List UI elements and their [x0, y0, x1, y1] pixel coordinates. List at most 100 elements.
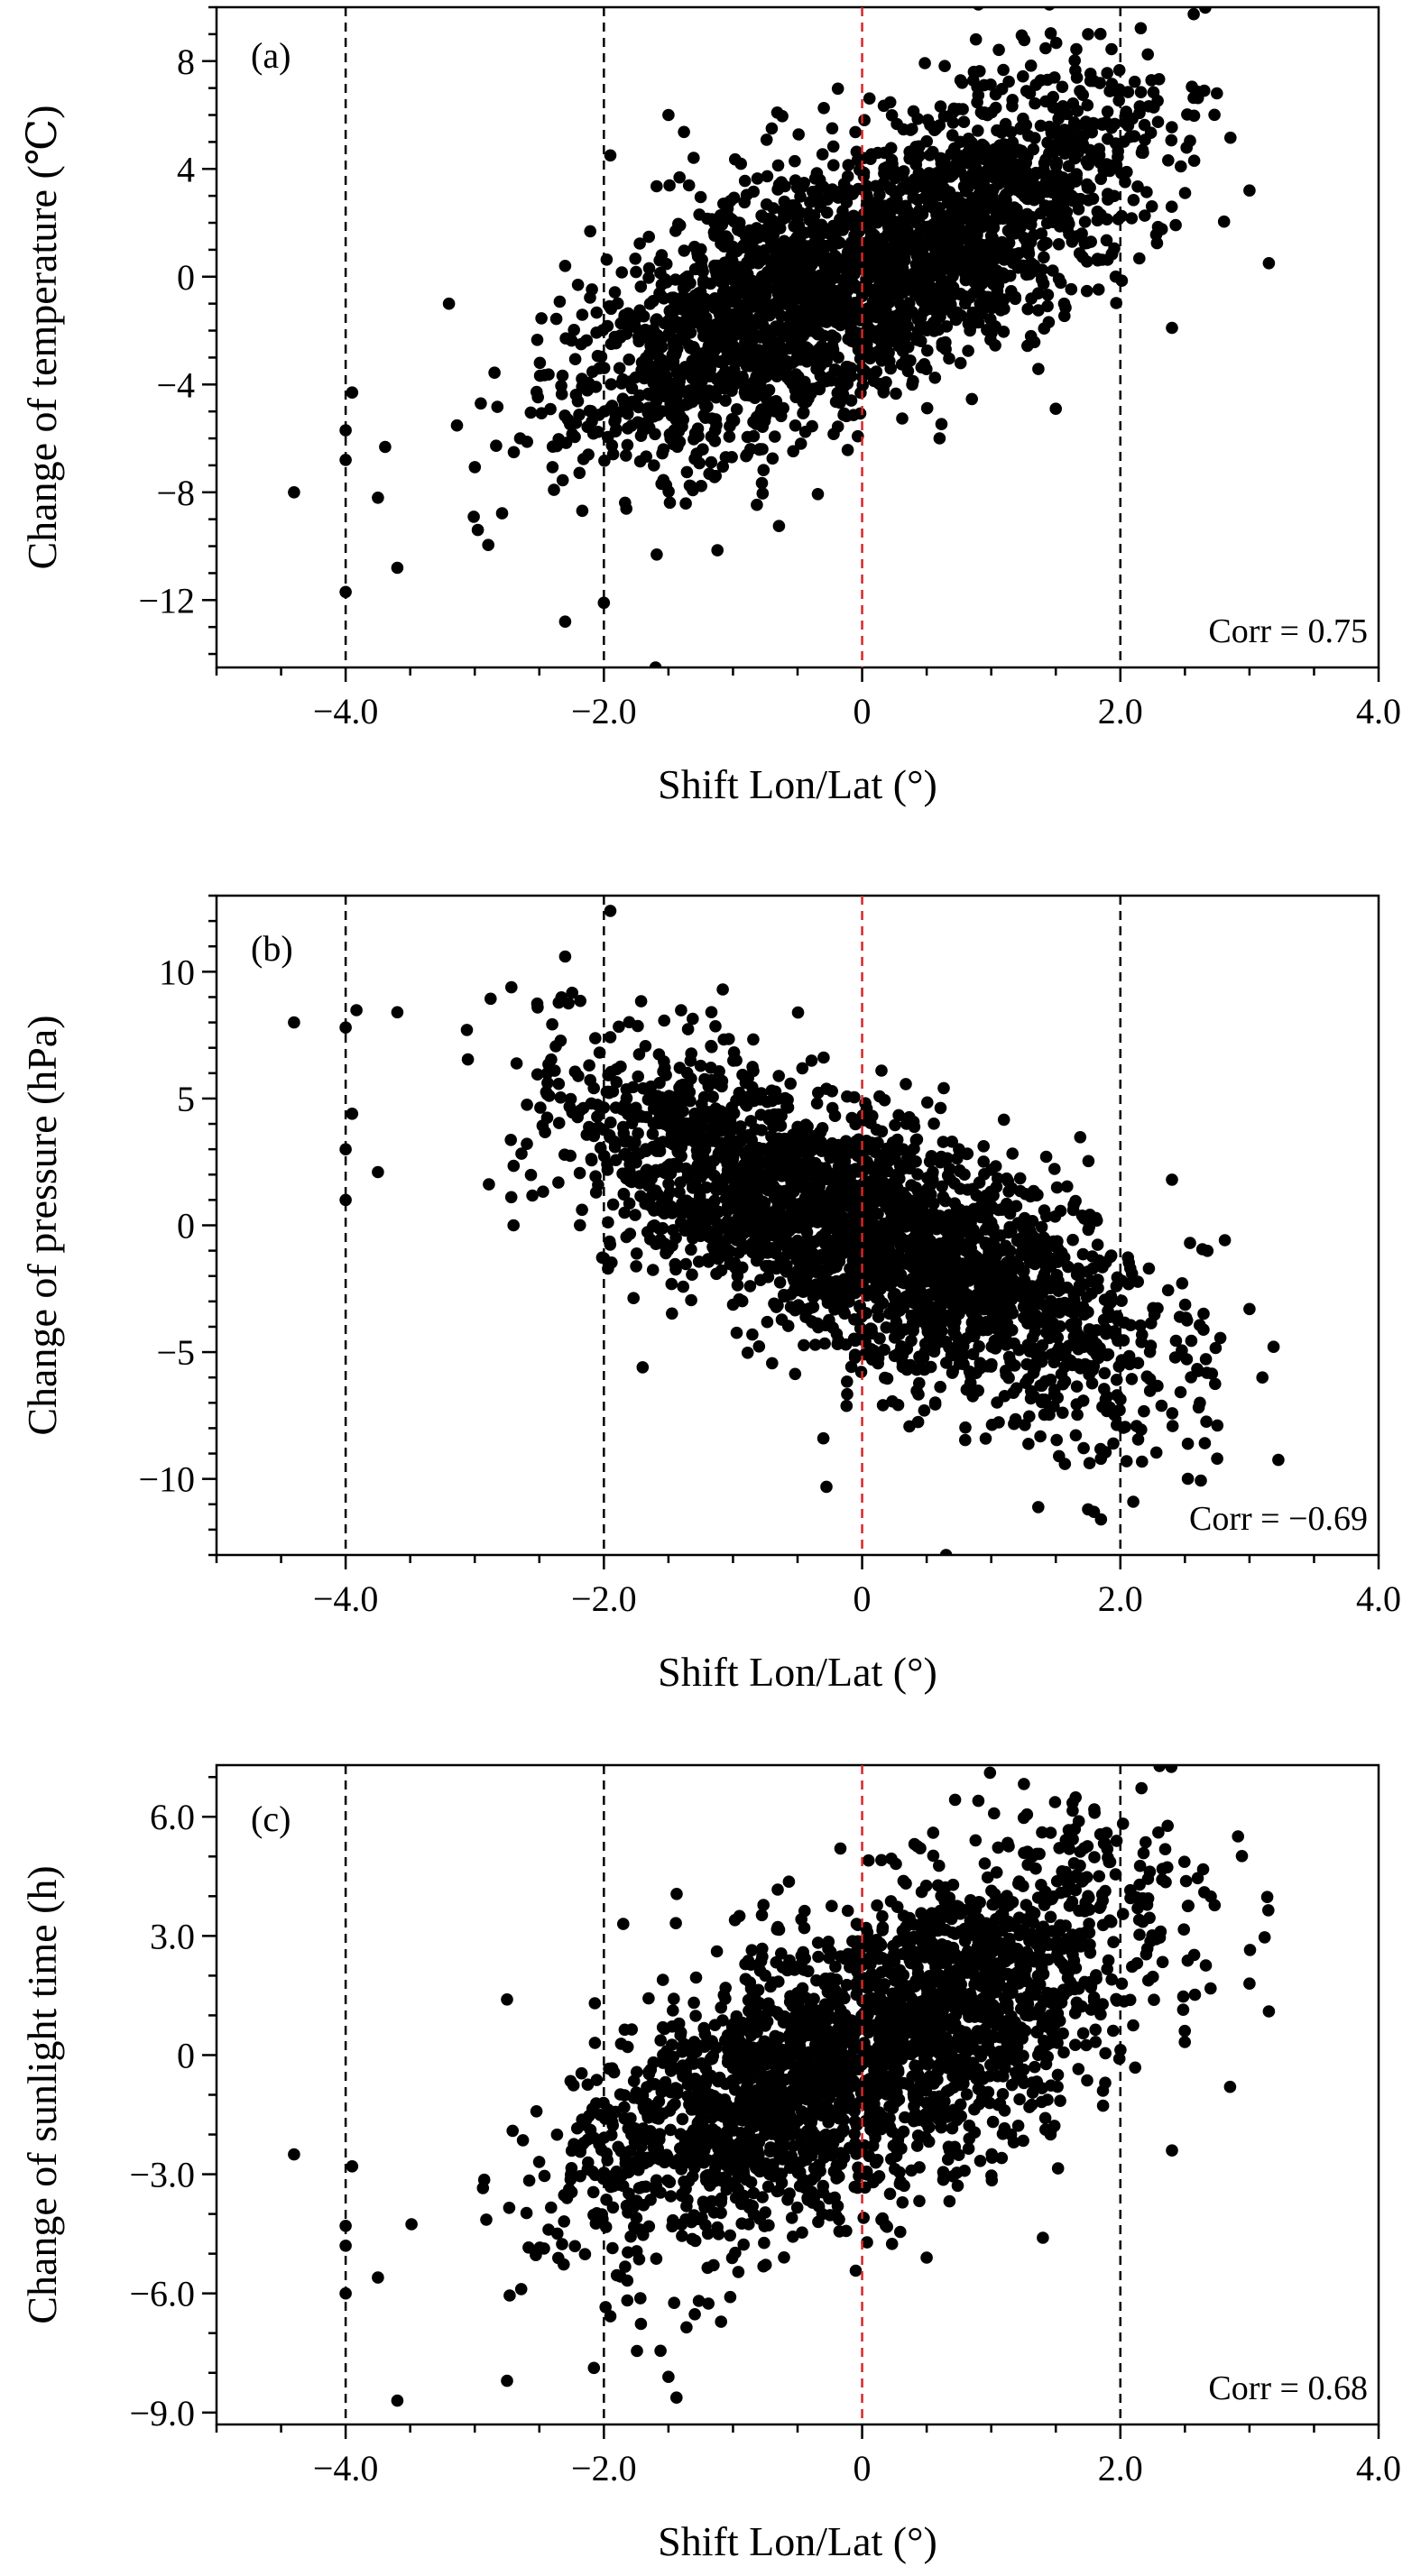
- data-point: [634, 995, 648, 1007]
- data-point: [761, 357, 775, 371]
- data-point: [1136, 1455, 1149, 1468]
- data-point: [829, 395, 843, 409]
- data-point: [640, 1164, 652, 1177]
- data-point: [692, 287, 706, 299]
- data-point: [566, 428, 579, 441]
- data-point: [662, 485, 675, 498]
- data-point: [925, 228, 938, 241]
- data-point: [684, 1054, 697, 1067]
- data-point: [1017, 1301, 1030, 1313]
- data-point: [820, 1172, 833, 1184]
- data-point: [613, 1020, 625, 1034]
- data-point: [935, 1150, 948, 1164]
- x-tick-label: 2.0: [1098, 691, 1143, 731]
- data-point: [898, 323, 910, 336]
- data-point: [697, 329, 710, 343]
- data-point: [920, 401, 934, 415]
- y-tick-label: −4: [156, 364, 195, 405]
- data-point: [789, 241, 801, 254]
- data-point: [992, 43, 1005, 57]
- data-point: [924, 252, 937, 265]
- data-point: [662, 391, 675, 404]
- data-point: [584, 225, 596, 238]
- data-point: [1049, 402, 1062, 416]
- data-point: [798, 426, 812, 438]
- data-point: [964, 210, 978, 224]
- data-point: [792, 289, 806, 302]
- data-point: [531, 391, 544, 404]
- data-point: [1035, 1220, 1048, 1234]
- data-point: [696, 1160, 708, 1173]
- data-point: [895, 1213, 909, 1227]
- data-point: [756, 270, 769, 283]
- data-point: [730, 1326, 743, 1339]
- data-point: [1065, 282, 1078, 296]
- data-point: [593, 409, 605, 421]
- data-point: [826, 1136, 839, 1150]
- data-point: [616, 1167, 629, 1180]
- data-point: [791, 1006, 805, 1019]
- data-point: [678, 244, 691, 257]
- data-point: [985, 327, 998, 339]
- data-point: [870, 310, 883, 324]
- data-point: [906, 123, 918, 135]
- data-point: [840, 360, 854, 373]
- data-point: [980, 1189, 992, 1202]
- data-point: [909, 1220, 922, 1233]
- data-point: [798, 1127, 811, 1141]
- data-point: [1165, 133, 1178, 147]
- data-point: [1091, 253, 1104, 267]
- data-point: [769, 347, 782, 361]
- data-point: [471, 523, 484, 537]
- data-point: [1127, 194, 1140, 207]
- data-point: [720, 230, 733, 243]
- data-point: [831, 82, 844, 96]
- data-point: [863, 92, 876, 105]
- data-point: [1108, 1408, 1121, 1421]
- data-point: [773, 222, 787, 235]
- data-point: [1092, 283, 1105, 296]
- data-point: [1070, 42, 1083, 56]
- data-point: [678, 271, 692, 285]
- data-point: [1072, 1328, 1084, 1341]
- data-point: [706, 412, 718, 425]
- data-point: [339, 424, 352, 437]
- data-point: [738, 355, 751, 369]
- data-point: [597, 1149, 611, 1163]
- data-point: [864, 198, 877, 212]
- data-point: [708, 229, 721, 242]
- data-point: [1058, 1375, 1072, 1388]
- data-point: [939, 302, 953, 316]
- data-point: [733, 1093, 745, 1106]
- data-point: [706, 1090, 719, 1103]
- data-point: [1122, 1277, 1135, 1291]
- data-point: [969, 32, 983, 46]
- data-point: [491, 400, 504, 413]
- data-point: [1181, 1472, 1195, 1486]
- data-point: [1072, 145, 1084, 159]
- data-point: [1051, 169, 1064, 181]
- data-point: [604, 378, 618, 391]
- data-point: [678, 125, 690, 139]
- data-point: [1013, 1172, 1027, 1185]
- data-point: [984, 191, 998, 204]
- data-point: [1151, 1302, 1164, 1315]
- data-point: [1224, 131, 1237, 144]
- data-point: [923, 149, 937, 161]
- data-point: [1009, 290, 1022, 304]
- data-point: [828, 364, 842, 377]
- data-point: [712, 1077, 724, 1090]
- data-point: [1208, 108, 1221, 122]
- data-point: [804, 196, 817, 208]
- data-point: [734, 282, 746, 296]
- data-point: [531, 334, 544, 346]
- data-point: [1272, 1453, 1285, 1467]
- data-point: [879, 1371, 891, 1385]
- data-point: [556, 369, 569, 382]
- data-point: [985, 1418, 999, 1431]
- data-point: [461, 1053, 475, 1066]
- data-point: [1047, 90, 1059, 104]
- data-point: [1137, 146, 1149, 160]
- data-point: [1138, 1404, 1150, 1418]
- data-point: [725, 254, 739, 267]
